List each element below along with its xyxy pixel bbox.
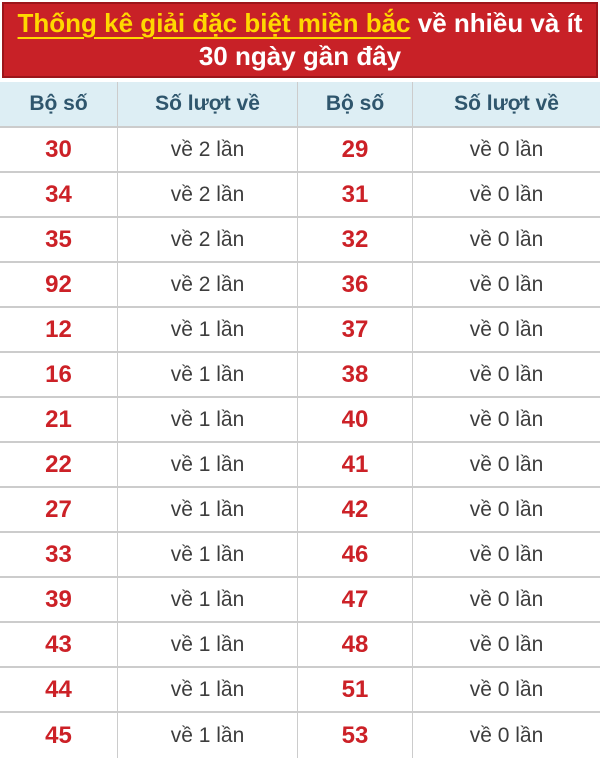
table-row: 34 về 2 lần 31 về 0 lần	[0, 173, 600, 218]
pair-number-cell: 46	[297, 533, 412, 578]
pair-number-cell: 44	[0, 668, 117, 713]
pair-number-cell: 32	[297, 218, 412, 263]
occurrence-count-cell: về 1 lần	[117, 398, 297, 443]
occurrence-count-cell: về 0 lần	[412, 308, 600, 353]
occurrence-count-cell: về 1 lần	[117, 443, 297, 488]
pair-number-cell: 31	[297, 173, 412, 218]
pair-number-cell: 40	[297, 398, 412, 443]
pair-number-cell: 48	[297, 623, 412, 668]
table-row: 45 về 1 lần 53 về 0 lần	[0, 713, 600, 758]
occurrence-count-cell: về 0 lần	[412, 128, 600, 173]
pair-number-cell: 37	[297, 308, 412, 353]
title-highlighted-text: Thống kê giải đặc biệt miền bắc	[17, 8, 411, 38]
pair-number-cell: 36	[297, 263, 412, 308]
occurrence-count-cell: về 0 lần	[412, 623, 600, 668]
occurrence-count-cell: về 2 lần	[117, 128, 297, 173]
occurrence-count-cell: về 1 lần	[117, 713, 297, 758]
header-pair-number-right: Bộ số	[297, 82, 412, 128]
stats-table-header: Bộ số Số lượt về Bộ số Số lượt về	[0, 82, 600, 128]
header-occurrences-right: Số lượt về	[412, 82, 600, 128]
occurrence-count-cell: về 0 lần	[412, 668, 600, 713]
pair-number-cell: 47	[297, 578, 412, 623]
pair-number-cell: 22	[0, 443, 117, 488]
header-pair-number-left: Bộ số	[0, 82, 117, 128]
pair-number-cell: 38	[297, 353, 412, 398]
occurrence-count-cell: về 0 lần	[412, 173, 600, 218]
table-row: 33 về 1 lần 46 về 0 lần	[0, 533, 600, 578]
occurrence-count-cell: về 1 lần	[117, 668, 297, 713]
pair-number-cell: 42	[297, 488, 412, 533]
occurrence-count-cell: về 1 lần	[117, 533, 297, 578]
pair-number-cell: 43	[0, 623, 117, 668]
table-row: 35 về 2 lần 32 về 0 lần	[0, 218, 600, 263]
header-row: Bộ số Số lượt về Bộ số Số lượt về	[0, 82, 600, 128]
occurrence-count-cell: về 2 lần	[117, 263, 297, 308]
pair-number-cell: 53	[297, 713, 412, 758]
pair-number-cell: 30	[0, 128, 117, 173]
title-rest-text: về nhiều và ít 30 ngày gần đây	[198, 8, 583, 71]
occurrence-count-cell: về 0 lần	[412, 578, 600, 623]
pair-number-cell: 34	[0, 173, 117, 218]
table-row: 43 về 1 lần 48 về 0 lần	[0, 623, 600, 668]
pair-number-cell: 21	[0, 398, 117, 443]
occurrence-count-cell: về 1 lần	[117, 308, 297, 353]
table-row: 30 về 2 lần 29 về 0 lần	[0, 128, 600, 173]
pair-number-cell: 41	[297, 443, 412, 488]
occurrence-count-cell: về 1 lần	[117, 578, 297, 623]
table-row: 27 về 1 lần 42 về 0 lần	[0, 488, 600, 533]
occurrence-count-cell: về 0 lần	[412, 353, 600, 398]
occurrence-count-cell: về 0 lần	[412, 533, 600, 578]
pair-number-cell: 27	[0, 488, 117, 533]
table-row: 92 về 2 lần 36 về 0 lần	[0, 263, 600, 308]
occurrence-count-cell: về 0 lần	[412, 218, 600, 263]
header-occurrences-left: Số lượt về	[117, 82, 297, 128]
pair-number-cell: 12	[0, 308, 117, 353]
title-banner: Thống kê giải đặc biệt miền bắc về nhiều…	[2, 2, 598, 78]
table-row: 16 về 1 lần 38 về 0 lần	[0, 353, 600, 398]
occurrence-count-cell: về 0 lần	[412, 713, 600, 758]
table-row: 12 về 1 lần 37 về 0 lần	[0, 308, 600, 353]
pair-number-cell: 45	[0, 713, 117, 758]
occurrence-count-cell: về 0 lần	[412, 488, 600, 533]
occurrence-count-cell: về 0 lần	[412, 263, 600, 308]
pair-number-cell: 33	[0, 533, 117, 578]
pair-number-cell: 92	[0, 263, 117, 308]
pair-number-cell: 35	[0, 218, 117, 263]
occurrence-count-cell: về 1 lần	[117, 623, 297, 668]
table-row: 44 về 1 lần 51 về 0 lần	[0, 668, 600, 713]
table-row: 39 về 1 lần 47 về 0 lần	[0, 578, 600, 623]
pair-number-cell: 16	[0, 353, 117, 398]
stats-table: Bộ số Số lượt về Bộ số Số lượt về 30 về 2…	[0, 82, 600, 758]
pair-number-cell: 51	[297, 668, 412, 713]
occurrence-count-cell: về 2 lần	[117, 173, 297, 218]
occurrence-count-cell: về 0 lần	[412, 443, 600, 488]
stats-table-body: 30 về 2 lần 29 về 0 lần 34 về 2 lần 31 về 0 lần…	[0, 128, 600, 758]
occurrence-count-cell: về 1 lần	[117, 353, 297, 398]
table-row: 21 về 1 lần 40 về 0 lần	[0, 398, 600, 443]
table-row: 22 về 1 lần 41 về 0 lần	[0, 443, 600, 488]
pair-number-cell: 39	[0, 578, 117, 623]
occurrence-count-cell: về 1 lần	[117, 488, 297, 533]
occurrence-count-cell: về 2 lần	[117, 218, 297, 263]
pair-number-cell: 29	[297, 128, 412, 173]
occurrence-count-cell: về 0 lần	[412, 398, 600, 443]
